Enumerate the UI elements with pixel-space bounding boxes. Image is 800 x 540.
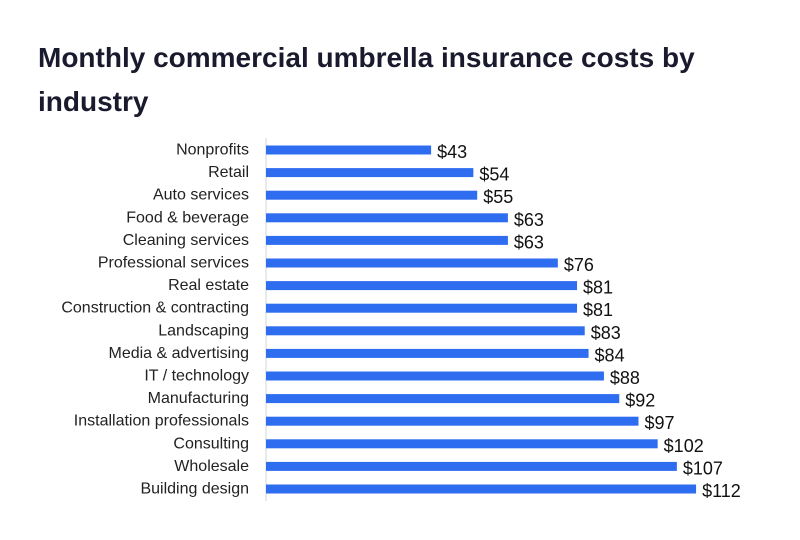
value-label: $102	[664, 436, 704, 456]
category-label: Nonprofits	[176, 142, 249, 159]
bar	[266, 213, 508, 223]
category-label: Retail	[208, 164, 249, 181]
value-label: $88	[610, 368, 640, 388]
bar	[266, 168, 474, 178]
bar	[266, 461, 677, 471]
bar	[266, 416, 639, 426]
category-label: Building design	[140, 481, 249, 498]
bar	[266, 145, 432, 155]
category-label: Landscaping	[158, 322, 249, 339]
value-label: $54	[479, 165, 509, 185]
chart-title: Monthly commercial umbrella insurance co…	[38, 42, 695, 117]
value-label: $92	[625, 391, 655, 411]
value-label: $76	[564, 255, 594, 275]
category-label: Manufacturing	[148, 390, 249, 407]
bar	[266, 258, 558, 268]
bar	[266, 303, 578, 313]
bar	[266, 371, 604, 381]
bar	[266, 190, 478, 200]
value-label: $43	[437, 142, 467, 162]
value-label: $81	[583, 300, 613, 320]
category-label: IT / technology	[144, 368, 249, 385]
value-label: $97	[644, 413, 674, 433]
category-label: Installation professionals	[74, 413, 249, 430]
category-label: Wholesale	[174, 458, 249, 475]
category-labels-group: Nonprofits Retail Auto services Food & beve…	[61, 142, 249, 498]
value-labels-group: $43$54$55$63$63$76$81$81$83$84$88$92$97$…	[437, 142, 741, 501]
value-label: $83	[591, 323, 621, 343]
bar	[266, 281, 578, 291]
bar	[266, 484, 697, 494]
category-label: Media & advertising	[108, 345, 249, 362]
bar	[266, 394, 620, 404]
bar	[266, 326, 585, 336]
value-label: $107	[683, 458, 723, 478]
bar	[266, 439, 658, 449]
category-label: Auto services	[153, 187, 249, 204]
value-label: $63	[514, 232, 544, 252]
value-label: $63	[514, 210, 544, 230]
value-label: $55	[483, 187, 513, 207]
value-label: $81	[583, 278, 613, 298]
bars-group	[266, 145, 697, 494]
category-label: Consulting	[173, 435, 249, 452]
value-label: $112	[702, 481, 741, 501]
category-label: Construction & contracting	[61, 300, 249, 317]
bar	[266, 235, 508, 245]
category-label: Real estate	[168, 277, 249, 294]
value-label: $84	[595, 345, 625, 365]
category-label: Professional services	[98, 255, 249, 272]
bar	[266, 348, 589, 358]
category-label: Food & beverage	[126, 209, 249, 226]
category-label: Cleaning services	[123, 232, 249, 249]
